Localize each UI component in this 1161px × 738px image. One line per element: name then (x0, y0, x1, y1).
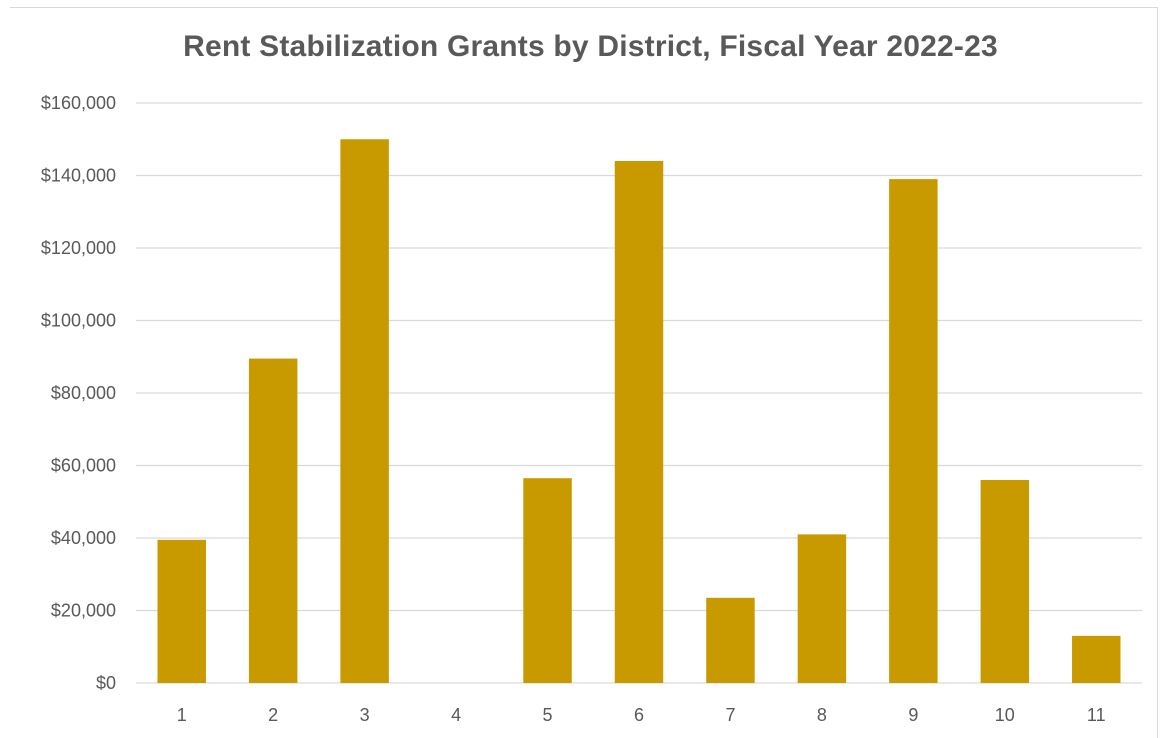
y-tick-label: $80,000 (51, 383, 116, 403)
bar-district-8 (797, 534, 847, 683)
bar-district-9 (889, 179, 938, 683)
y-tick-label: $120,000 (41, 238, 116, 258)
x-tick-label: 4 (451, 705, 461, 725)
y-tick-label: $0 (96, 673, 116, 693)
chart-border-top (10, 7, 1158, 8)
x-tick-label: 3 (360, 705, 370, 725)
x-tick-label: 10 (995, 705, 1015, 725)
bar-district-2 (248, 358, 298, 683)
x-tick-label: 1 (177, 705, 187, 725)
y-tick-label: $140,000 (41, 166, 116, 186)
y-tick-label: $160,000 (41, 93, 116, 113)
x-tick-label: 11 (1087, 705, 1106, 725)
y-tick-label: $100,000 (41, 311, 116, 331)
x-tick-label: 2 (268, 705, 278, 725)
x-tick-label: 8 (817, 705, 827, 725)
chart-title: Rent Stabilization Grants by District, F… (183, 30, 998, 63)
x-tick-label: 7 (725, 705, 735, 725)
y-tick-label: $40,000 (51, 528, 116, 548)
bar-district-7 (706, 597, 755, 683)
x-tick-label: 9 (908, 705, 918, 725)
bar-district-10 (980, 480, 1030, 683)
y-tick-label: $20,000 (51, 601, 116, 621)
chart-border-right (1157, 8, 1158, 738)
bar-district-1 (157, 539, 206, 683)
bar-district-5 (523, 478, 572, 683)
bar-district-6 (614, 161, 664, 683)
x-tick-label: 6 (634, 705, 644, 725)
bar-district-3 (340, 139, 389, 683)
bar-district-11 (1072, 635, 1121, 683)
y-tick-label: $60,000 (51, 456, 116, 476)
x-tick-label: 5 (543, 705, 553, 725)
